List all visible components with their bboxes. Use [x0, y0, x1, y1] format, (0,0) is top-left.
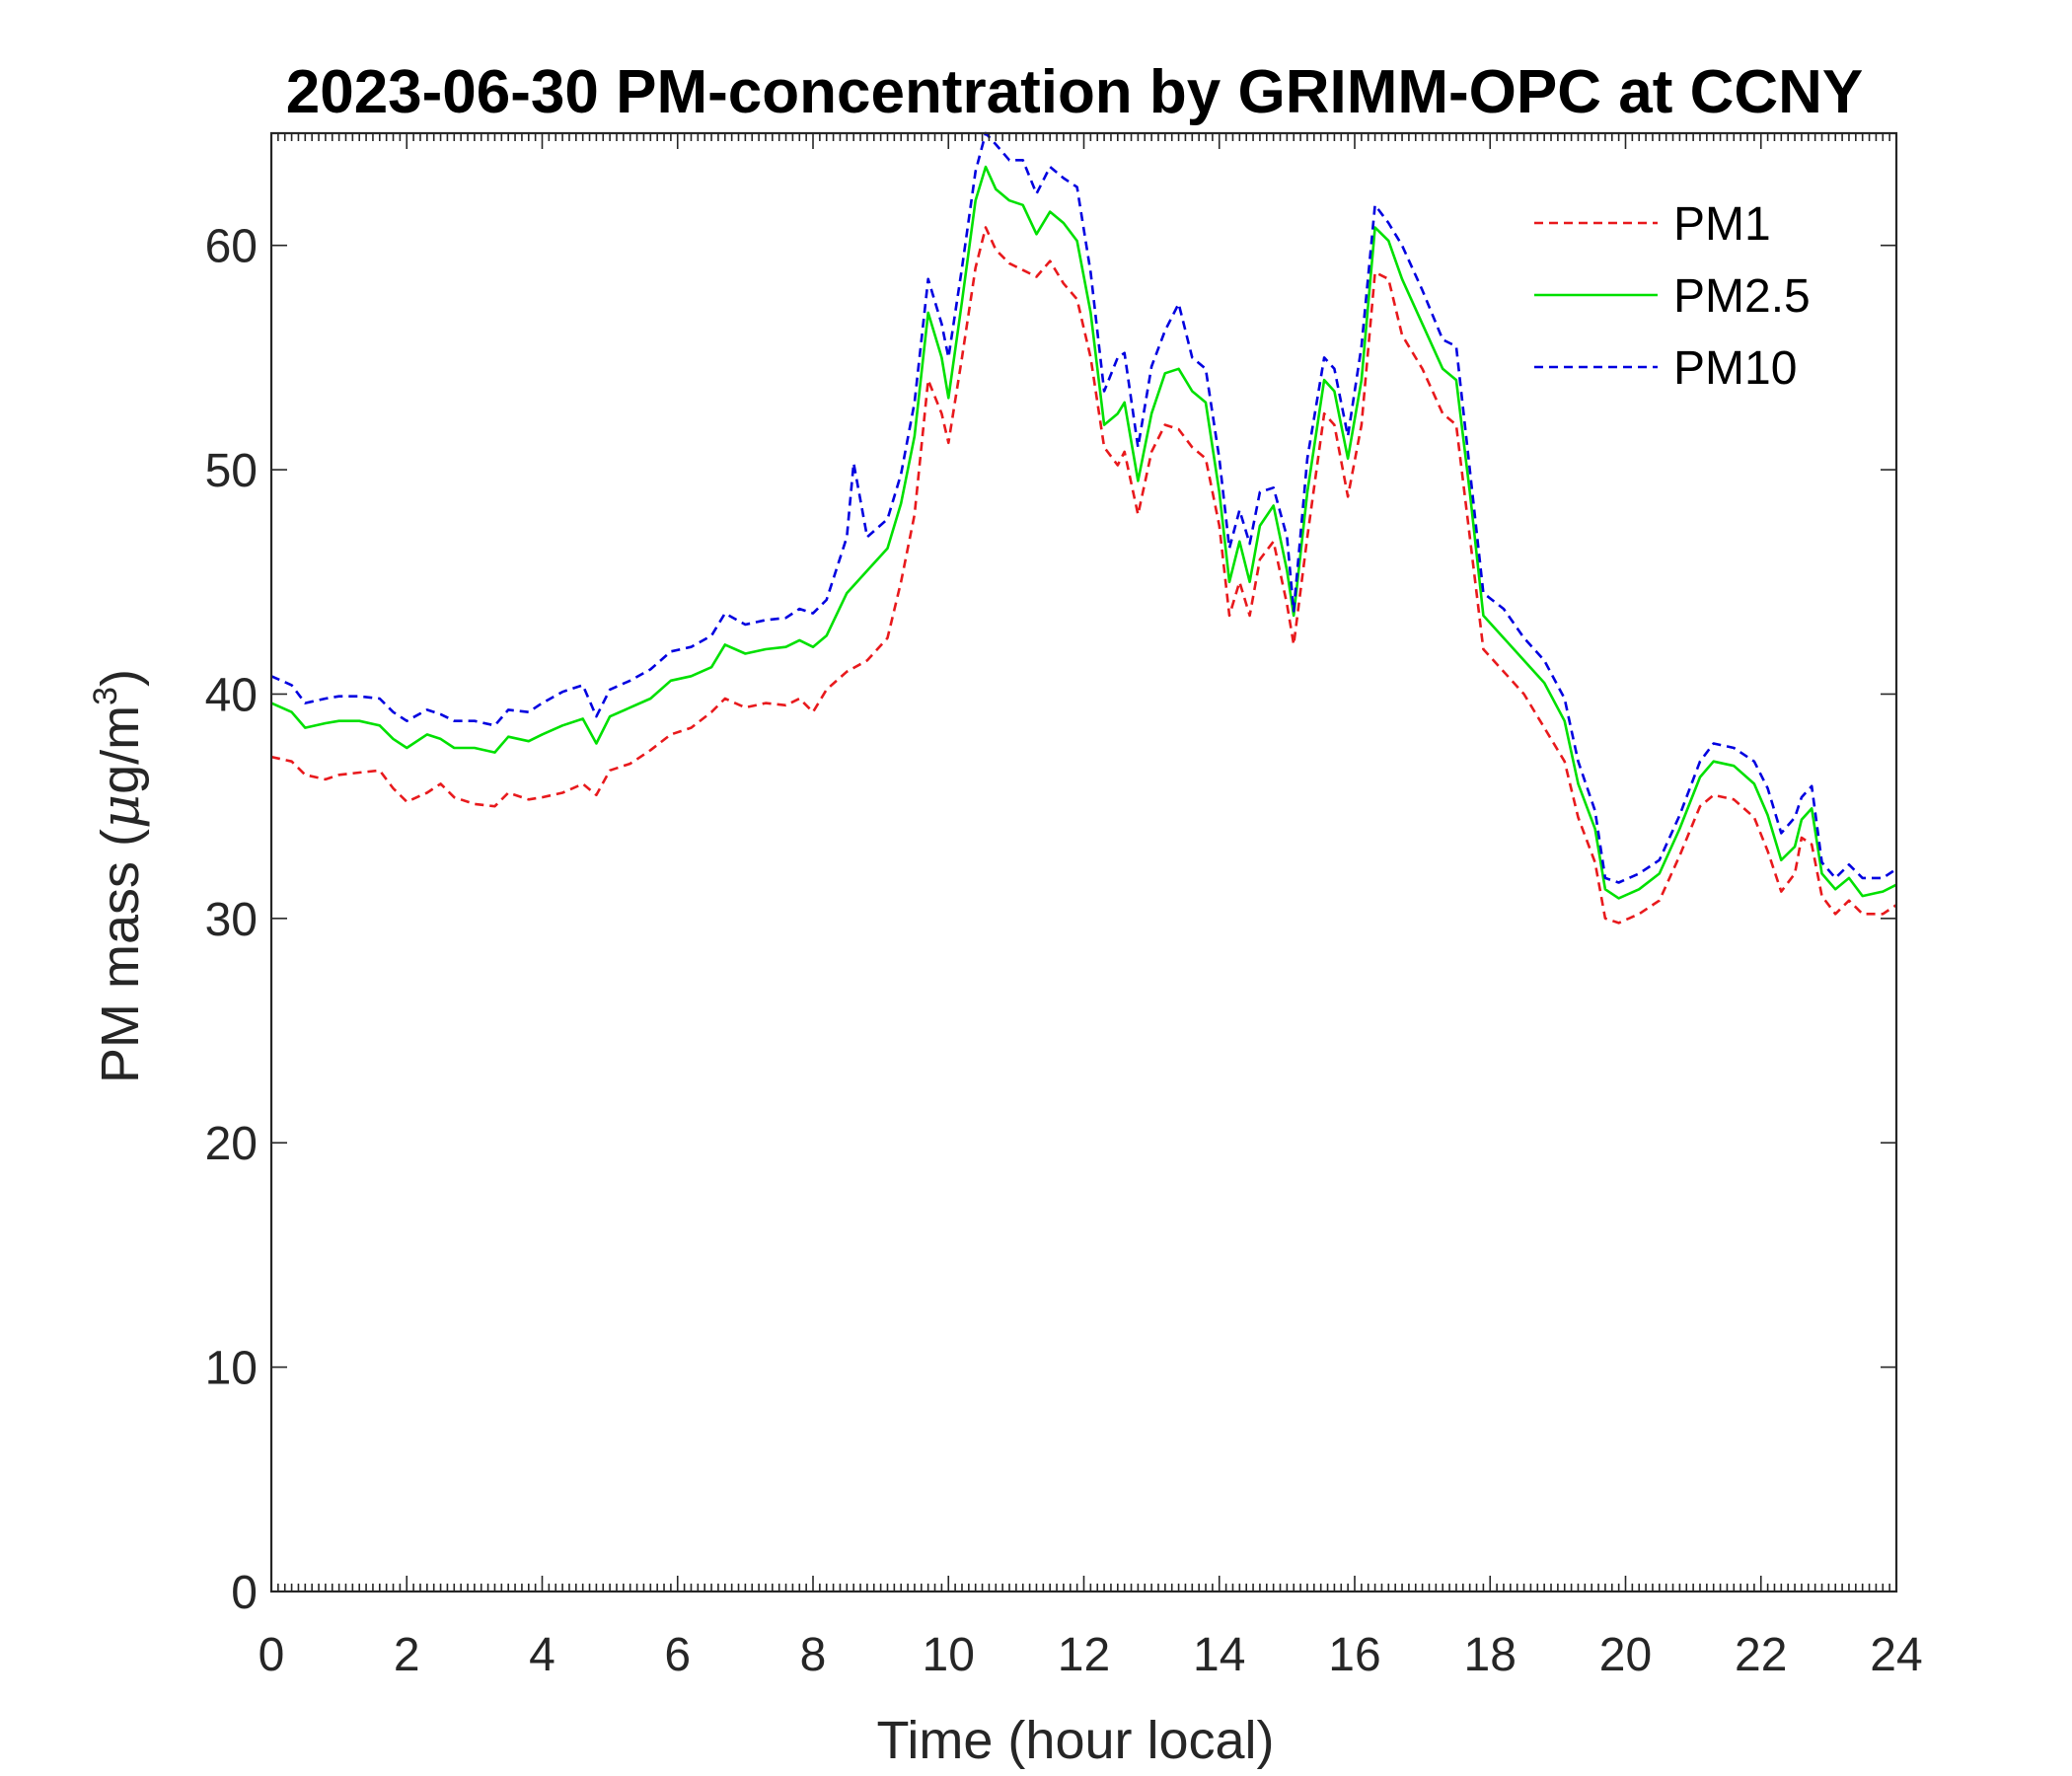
- series-line-pm10: [270, 131, 1897, 884]
- x-tick-label: 2: [394, 1629, 420, 1681]
- y-axis-label-unit: g/m: [91, 705, 150, 794]
- x-tick-label: 8: [800, 1629, 827, 1681]
- y-tick-label: 10: [205, 1343, 258, 1395]
- x-tick-label: 16: [1328, 1629, 1380, 1681]
- y-tick-label: 60: [205, 221, 258, 273]
- y-tick-label: 50: [205, 445, 258, 497]
- x-tick-label: 10: [923, 1629, 975, 1681]
- legend-label-pm10: PM10: [1673, 342, 1797, 395]
- legend: PM1 PM2.5 PM10: [1515, 185, 1870, 405]
- legend-label-pm1: PM1: [1673, 198, 1771, 251]
- x-tick-label: 14: [1193, 1629, 1245, 1681]
- series-line-pm2-5: [270, 165, 1897, 900]
- y-axis-label-mu: μ: [89, 794, 151, 829]
- x-tick-label: 6: [664, 1629, 691, 1681]
- x-tick-label: 20: [1599, 1629, 1652, 1681]
- series-layer: [270, 131, 1897, 925]
- y-axis-label-main: PM mass (: [91, 829, 150, 1083]
- x-tick-label: 22: [1735, 1629, 1787, 1681]
- x-axis-label: Time (hour local): [876, 1711, 1274, 1770]
- x-tick-label: 18: [1464, 1629, 1517, 1681]
- legend-label-pm2-5: PM2.5: [1673, 270, 1811, 323]
- y-tick-label: 40: [205, 669, 258, 721]
- x-tick-label: 4: [529, 1629, 555, 1681]
- x-tick-label: 24: [1870, 1629, 1922, 1681]
- chart-title: 2023-06-30 PM-concentration by GRIMM-OPC…: [286, 58, 1864, 126]
- y-tick-label: 30: [205, 894, 258, 946]
- y-tick-label: 0: [231, 1567, 258, 1619]
- y-tick-label: 20: [205, 1118, 258, 1170]
- y-axis-label: PM mass (μg/m3): [87, 669, 151, 1083]
- x-tick-label: 0: [259, 1629, 285, 1681]
- y-axis-label-sup: 3: [87, 687, 124, 705]
- x-tick-label: 12: [1058, 1629, 1110, 1681]
- y-axis-label-close: ): [91, 669, 150, 687]
